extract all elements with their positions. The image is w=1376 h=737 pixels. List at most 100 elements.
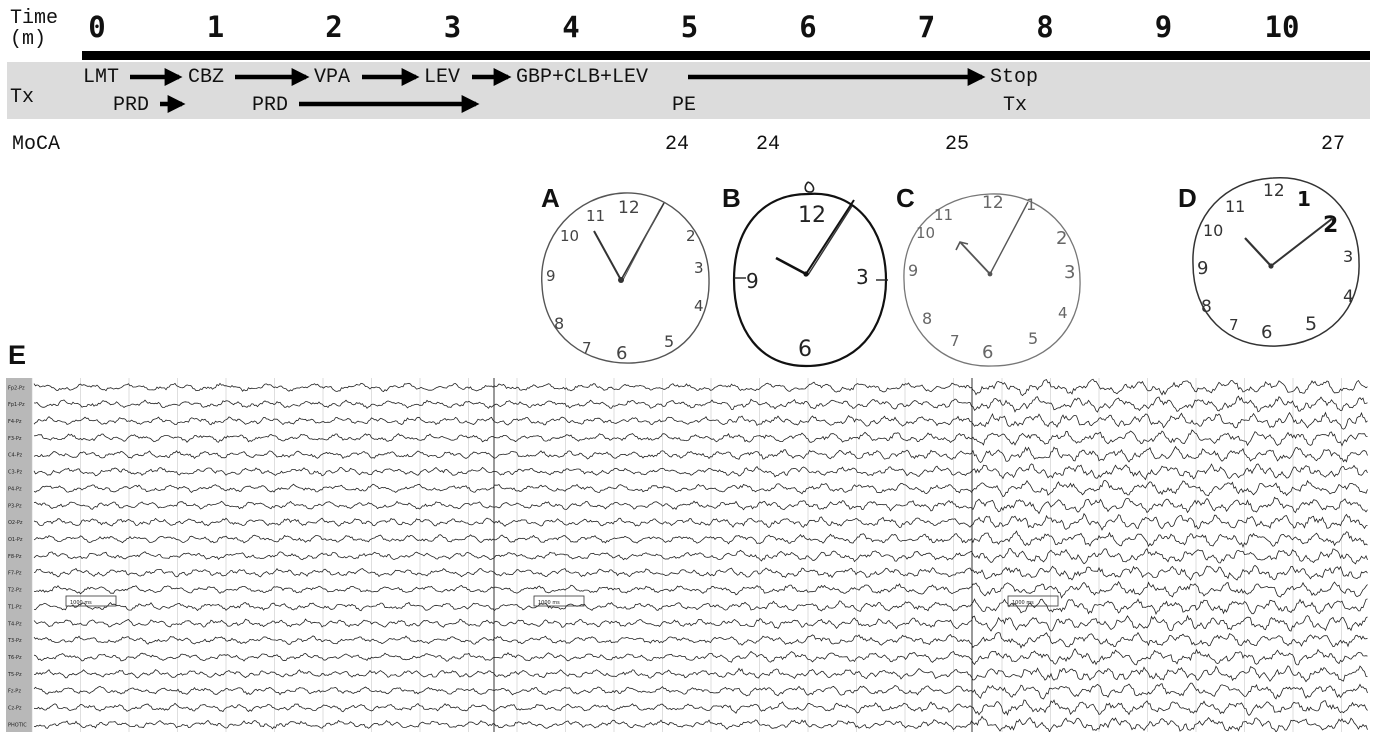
drug-stop: Stop <box>990 66 1039 89</box>
moca-label: MoCA <box>12 133 61 156</box>
eeg-channel-label: C4-Pz <box>8 453 22 459</box>
clock-drawing-d: 12 1 10 11 2 3 9 4 8 7 6 5 <box>1192 177 1360 347</box>
eeg-channel-label: T1-Pz <box>7 604 22 610</box>
eeg-channel-label: O2-Pz <box>8 520 23 526</box>
clock-number: 12 <box>798 203 826 228</box>
drug-combo: GBP+CLB+LEV <box>516 66 649 89</box>
clock-number: 10 <box>1203 221 1223 240</box>
eeg-channel-label: O1-Pz <box>8 537 23 543</box>
time-tick: 7 <box>917 10 936 44</box>
eeg-scale-label: 1000 ms <box>1012 600 1034 606</box>
clock-number: 2 <box>1323 213 1338 238</box>
clock-number: 3 <box>1343 247 1353 266</box>
time-tick: 9 <box>1154 10 1173 44</box>
eeg-channel-label: P4-Pz <box>8 486 22 492</box>
eeg-channel-label: F8-Pz <box>8 554 22 560</box>
clock-number: 6 <box>798 337 812 362</box>
eeg-channel-label: T3-Pz <box>7 638 22 644</box>
clock-number: 10 <box>560 227 579 245</box>
eeg-channel-label: T2-Pz <box>7 588 22 594</box>
eeg-channel-label: Cz-Pz <box>8 706 22 712</box>
eeg-trace <box>33 378 1368 397</box>
time-tick: 8 <box>1036 10 1054 44</box>
moca-score: 24 <box>664 133 690 156</box>
clock-drawing-a: 11 12 10 2 3 9 4 8 7 6 5 <box>541 192 710 364</box>
drug-lmt: LMT <box>83 66 120 89</box>
clock-number: 7 <box>582 339 592 357</box>
clock-number: 6 <box>1261 322 1272 343</box>
eeg-recording: Fp2-Pz Fp1-Pz F4-Pz F3-Pz C4-Pz C3-Pz P4-Pz P3-… <box>6 378 1370 733</box>
eeg-channel-label: F3-Pz <box>8 436 22 442</box>
clock-number: 9 <box>746 269 759 293</box>
eeg-scale-label: 1000 ms <box>538 600 560 606</box>
eeg-trace <box>33 429 1368 447</box>
eeg-channel-label: P3-Pz <box>8 503 22 509</box>
eeg-trace <box>34 665 1368 683</box>
panel-label-a: A <box>541 183 560 213</box>
clock-number: 12 <box>1263 181 1285 201</box>
clock-number: 6 <box>982 342 993 363</box>
timeline-bar <box>82 51 1370 60</box>
eeg-channel-label: T4-Pz <box>7 621 22 627</box>
treatment-arrows <box>130 68 986 113</box>
panel-label-d: D <box>1178 183 1197 213</box>
time-tick: 5 <box>680 10 699 44</box>
clock-number: 1 <box>1026 195 1036 214</box>
eeg-channel-label: Fz-Pz <box>8 689 21 695</box>
clock-number: 9 <box>1197 258 1208 279</box>
drug-prd-2: PRD <box>252 94 289 117</box>
time-tick: 4 <box>562 10 580 44</box>
time-tick: 0 <box>88 10 106 44</box>
time-tick: 2 <box>325 10 343 44</box>
clock-number: 3 <box>1064 262 1075 283</box>
eeg-trace <box>33 580 1368 599</box>
drug-vpa: VPA <box>314 66 351 89</box>
eeg-scale-marker <box>1007 595 1059 607</box>
clock-number: 10 <box>916 224 935 242</box>
clock-number: 8 <box>554 314 564 333</box>
clock-drawing-c: 10 11 12 1 2 3 9 4 8 7 6 5 <box>903 193 1081 367</box>
clock-number: 3 <box>694 259 704 277</box>
time-label-line2: (m) <box>10 28 47 51</box>
time-label-line1: Time <box>10 7 59 30</box>
clock-number: 8 <box>922 309 932 328</box>
moca-score: 24 <box>755 133 781 156</box>
drug-prd-1: PRD <box>113 94 150 117</box>
eeg-trace <box>33 411 1368 430</box>
clock-number: 6 <box>616 343 627 364</box>
drug-tx: Tx <box>1003 94 1028 117</box>
clock-number: 2 <box>1056 228 1067 249</box>
moca-score: 27 <box>1320 133 1346 156</box>
time-tick: 3 <box>443 10 462 44</box>
eeg-trace <box>33 445 1368 464</box>
clock-number: 12 <box>982 193 1004 213</box>
clock-number: 9 <box>908 261 918 280</box>
eeg-channel-label: PHOTIC <box>8 722 27 728</box>
eeg-trace <box>33 648 1368 666</box>
clock-number: 8 <box>1201 297 1212 317</box>
drug-lev: LEV <box>424 66 461 89</box>
eeg-traces: Fp2-Pz Fp1-Pz F4-Pz F3-Pz C4-Pz C3-Pz P4-Pz P3-… <box>6 378 1368 733</box>
clock-number: 4 <box>1058 304 1068 322</box>
eeg-scale-marker <box>65 595 117 607</box>
eeg-trace <box>33 699 1368 716</box>
drug-pe: PE <box>672 94 697 117</box>
panel-label-c: C <box>896 183 915 213</box>
clock-number: 2 <box>686 227 696 245</box>
clock-number: 11 <box>586 207 605 225</box>
eeg-channel-label-column <box>6 378 32 732</box>
clock-number: 11 <box>934 206 953 224</box>
clock-number: 3 <box>856 265 869 289</box>
eeg-channel-label: T6-Pz <box>7 655 22 661</box>
eeg-scale-label: 1000 ms <box>70 600 92 606</box>
eeg-trace <box>33 530 1368 549</box>
clock-number: 5 <box>1305 313 1317 335</box>
clock-number: 12 <box>618 198 640 218</box>
treatment-label: Tx <box>10 86 35 109</box>
clock-number: 7 <box>950 332 960 350</box>
eeg-scale-marker <box>533 595 585 607</box>
eeg-trace <box>33 512 1368 531</box>
clock-number: 5 <box>664 332 674 351</box>
clock-number: 9 <box>546 267 556 285</box>
eeg-channel-label: Fp1-Pz <box>8 402 25 408</box>
